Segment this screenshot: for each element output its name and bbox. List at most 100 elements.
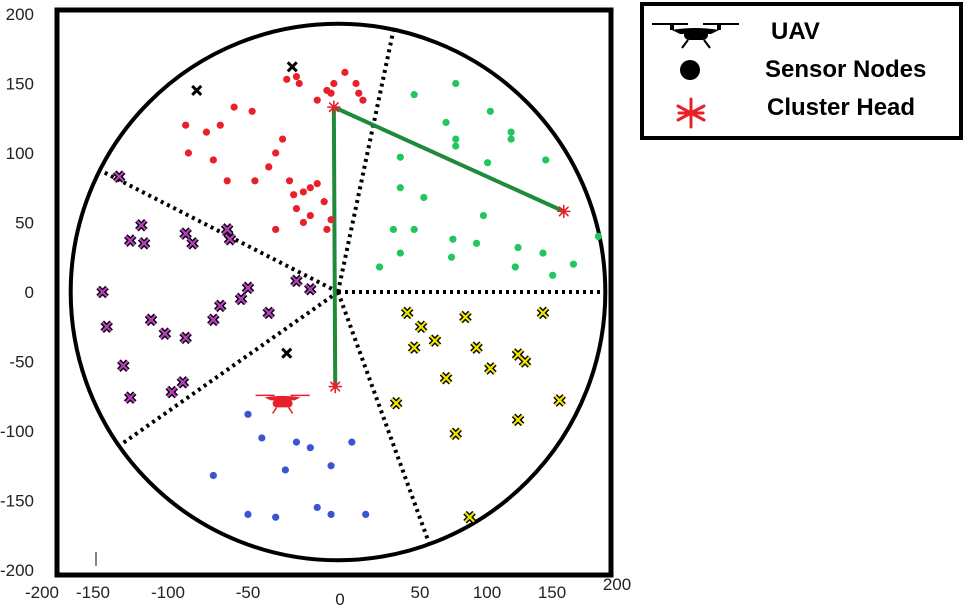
red-sensor-node: [279, 135, 287, 143]
x-tick-label: 50: [411, 583, 430, 602]
red-sensor-node: [230, 103, 238, 111]
purple-sensor-node-x: [179, 227, 192, 240]
yellow-sensor-node-x: [449, 427, 462, 441]
blue-sensor-node: [306, 444, 314, 452]
red-sensor-node: [355, 89, 363, 97]
purple-sensor-node-x: [241, 281, 255, 295]
green-sensor-node: [452, 142, 460, 150]
red-sensor-node: [313, 96, 321, 104]
black-dot-icon: [680, 60, 700, 80]
x-tick-label: 200: [603, 575, 631, 594]
green-sensor-node: [594, 232, 602, 240]
y-tick-label: 100: [6, 144, 34, 163]
purple-sensor-node-x: [214, 299, 227, 313]
green-sensor-node: [514, 243, 522, 252]
green-sensor-node: [452, 135, 460, 143]
red-sensor-node: [352, 79, 360, 88]
blue-sensor-node: [272, 513, 280, 521]
cluster-head: [556, 204, 571, 219]
blue-sensor-node: [327, 462, 335, 470]
purple-sensor-node-x: [123, 234, 137, 247]
legend: UAV Sensor Nodes Cluster Head: [640, 2, 963, 140]
blue-sensor-node: [258, 434, 266, 442]
red-sensor-node: [306, 184, 314, 192]
axis-ticks: 200 150 100 50 0 -50 -100 -150 -200 -200 -150 -100 -…: [0, 5, 631, 609]
red-sensor-node: [285, 177, 294, 185]
cluster-head: [328, 379, 343, 394]
red-sensor-node: [251, 177, 259, 185]
legend-label-sensor: Sensor Nodes: [765, 56, 927, 83]
green-sensor-node: [479, 211, 488, 220]
red-sensor-node: [283, 75, 291, 83]
sector-line: [336, 29, 396, 293]
x-tick-label: -50: [236, 583, 261, 602]
purple-sensor-node-x: [96, 285, 109, 299]
yellow-sensor-node-x: [428, 334, 442, 347]
red-sensor-node: [223, 177, 231, 185]
red-sensor-node: [359, 96, 367, 104]
yellow-sensor-node-x: [511, 413, 525, 427]
purple-sensor-node-x: [165, 385, 179, 399]
red-sensor-node: [299, 218, 307, 227]
black-sensor-node-x: [281, 347, 293, 359]
purple-sensor-node-x: [117, 359, 130, 372]
legend-label-uav: UAV: [771, 18, 820, 45]
sector-line: [117, 290, 340, 448]
green-sensor-node: [410, 225, 418, 234]
green-sensor-node: [410, 91, 418, 99]
x-tick-label: -100: [151, 583, 185, 602]
green-sensor-node: [447, 253, 456, 261]
uav-path: [331, 105, 565, 387]
green-sensor-node: [389, 225, 397, 234]
legend-item-sensor: Sensor Nodes: [644, 52, 959, 92]
path-segment: [331, 107, 338, 387]
red-sensor-node: [184, 149, 193, 157]
purple-sensor-node-x: [112, 170, 126, 183]
yellow-sensor-node-x: [536, 306, 550, 320]
purple-sensor-node-x: [179, 331, 192, 345]
green-sensor-node: [507, 128, 515, 136]
purple-sensor-node-x: [137, 237, 151, 250]
yellow-sensor-node-x: [389, 396, 403, 410]
green-sensor-node: [539, 249, 547, 257]
green-sensor-node: [396, 184, 404, 192]
blue-sensor-node: [327, 510, 335, 518]
blue-sensor-node: [292, 438, 301, 446]
purple-sensor-node-x: [100, 320, 113, 334]
path-segment: [333, 105, 565, 214]
green-sensor-node: [396, 249, 404, 257]
green-sensor-node: [511, 263, 519, 271]
x-tick-label: -150: [76, 583, 110, 602]
red-sensor-node: [292, 72, 301, 81]
x-tick-label: 150: [538, 583, 566, 602]
green-sensor-node: [507, 135, 515, 143]
purple-sensor-node-x: [223, 232, 237, 246]
sensor-nodes: [96, 61, 602, 524]
legend-label-cluster-head: Cluster Head: [767, 94, 916, 121]
plot-frame: [54, 7, 614, 578]
x-tick-label: 0: [335, 590, 344, 609]
black-sensor-node-x: [286, 61, 298, 73]
blue-sensor-node: [362, 510, 370, 518]
green-sensor-node: [442, 118, 450, 127]
red-sensor-node: [341, 68, 349, 76]
yellow-sensor-node-x: [553, 394, 566, 407]
uav-drone-icon: [255, 394, 310, 414]
y-tick-label: -200: [0, 561, 34, 580]
y-tick-label: 200: [6, 5, 34, 24]
red-sensor-node: [216, 121, 224, 129]
black-sensor-node-x: [191, 84, 203, 97]
red-sensor-node: [202, 128, 211, 136]
purple-sensor-node-x: [176, 376, 190, 389]
yellow-sensor-node-x: [400, 306, 414, 320]
green-sensor-node: [549, 271, 557, 279]
green-sensor-node: [483, 159, 492, 167]
green-sensor-node: [569, 260, 578, 268]
blue-sensor-node: [244, 510, 252, 518]
purple-sensor-node-x: [158, 327, 172, 340]
red-sensor-node: [295, 79, 303, 88]
red-sensor-node: [292, 205, 301, 213]
purple-sensor-node-x: [144, 313, 158, 327]
purple-sensor-node-x: [262, 306, 276, 320]
